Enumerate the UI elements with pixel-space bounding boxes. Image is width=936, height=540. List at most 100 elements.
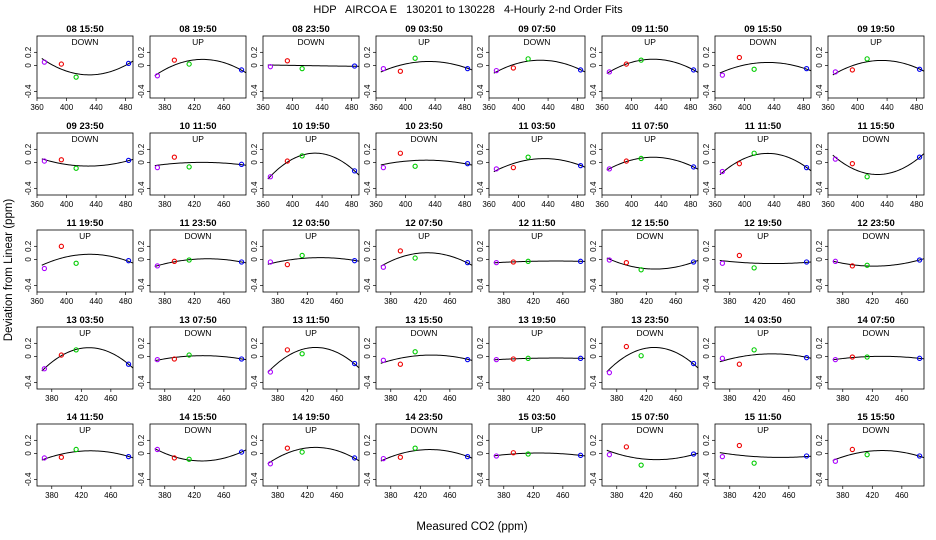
data-point bbox=[493, 166, 500, 172]
panel-direction: UP bbox=[757, 231, 769, 241]
y-tick-label: 0.2 bbox=[137, 46, 146, 58]
panel-frame bbox=[36, 35, 134, 99]
panel-frame bbox=[601, 132, 699, 196]
fit-curve bbox=[154, 58, 247, 77]
y-tick-label: -0.4 bbox=[363, 375, 372, 389]
panel-frame bbox=[827, 229, 925, 293]
x-tick-label: 360 bbox=[482, 200, 496, 209]
x-tick-label: 380 bbox=[723, 491, 737, 500]
y-tick-label: 0.2 bbox=[589, 337, 598, 349]
data-point bbox=[832, 69, 839, 75]
x-tick-label: 420 bbox=[527, 394, 541, 403]
data-point bbox=[73, 446, 79, 453]
y-tick-label: 0 bbox=[137, 63, 146, 68]
y-tick-label: -0.4 bbox=[137, 84, 146, 98]
panel-title: 12 15:50 bbox=[631, 218, 669, 229]
data-point bbox=[171, 455, 178, 461]
y-tick-label: 0 bbox=[589, 160, 598, 165]
x-tick-label: 380 bbox=[610, 297, 624, 306]
x-tick-label: 380 bbox=[158, 491, 172, 500]
data-point bbox=[525, 56, 531, 62]
panel-frame bbox=[262, 326, 360, 390]
data-point bbox=[186, 164, 192, 170]
data-point bbox=[41, 59, 48, 65]
y-tick-label: -0.4 bbox=[363, 84, 372, 98]
data-point bbox=[154, 164, 161, 171]
data-point bbox=[412, 445, 418, 451]
fit-curve bbox=[719, 152, 812, 176]
data-point bbox=[638, 353, 644, 359]
panel: 11 23:50 DOWN -0.4 0 0.2 380 420 460 bbox=[137, 218, 247, 306]
data-point bbox=[690, 360, 697, 367]
x-tick-label: 380 bbox=[384, 394, 398, 403]
fit-curve bbox=[606, 156, 699, 171]
y-tick-label: -0.4 bbox=[250, 375, 259, 389]
panel: 13 19:50 UP -0.4 0 0.2 380 420 460 bbox=[476, 315, 586, 403]
panel-title: 13 07:50 bbox=[179, 315, 217, 326]
panel-frame bbox=[262, 35, 360, 99]
data-point bbox=[412, 55, 418, 61]
x-tick-label: 440 bbox=[654, 103, 668, 112]
data-point bbox=[510, 356, 517, 362]
data-point bbox=[690, 259, 697, 265]
y-tick-label: -0.4 bbox=[250, 84, 259, 98]
y-tick-label: -0.4 bbox=[137, 472, 146, 486]
panel-title: 08 19:50 bbox=[179, 24, 217, 35]
x-tick-label: 460 bbox=[895, 491, 909, 500]
data-point bbox=[412, 349, 418, 355]
y-tick-label: -0.4 bbox=[24, 375, 33, 389]
panel: 14 07:50 DOWN -0.4 0 0.2 380 420 460 bbox=[815, 315, 925, 403]
panel-frame bbox=[714, 35, 812, 99]
x-tick-label: 440 bbox=[880, 200, 894, 209]
y-tick-label: 0 bbox=[815, 354, 824, 359]
x-tick-label: 480 bbox=[119, 103, 133, 112]
x-tick-label: 380 bbox=[497, 394, 511, 403]
data-point bbox=[577, 452, 584, 458]
data-point bbox=[525, 154, 531, 160]
panel: 09 11:50 UP -0.4 0 0.2 360 400 440 480 bbox=[589, 24, 699, 112]
y-tick-label: 0.2 bbox=[137, 240, 146, 252]
data-point bbox=[397, 361, 404, 367]
panel-frame bbox=[488, 423, 586, 487]
panel-title: 12 11:50 bbox=[519, 218, 556, 229]
data-point bbox=[464, 453, 471, 460]
fit-curve bbox=[719, 61, 812, 74]
fit-curve bbox=[719, 259, 812, 265]
data-point bbox=[58, 243, 65, 249]
data-point bbox=[577, 67, 584, 73]
x-tick-label: 440 bbox=[428, 103, 442, 112]
panel-frame bbox=[601, 35, 699, 99]
y-tick-label: 0.2 bbox=[476, 143, 485, 155]
data-point bbox=[719, 453, 726, 460]
data-point bbox=[751, 347, 757, 353]
x-tick-label: 380 bbox=[610, 394, 624, 403]
data-point bbox=[638, 57, 644, 63]
y-tick-label: 0.2 bbox=[815, 143, 824, 155]
y-tick-label: 0.2 bbox=[24, 46, 33, 58]
data-point bbox=[73, 347, 79, 353]
data-point bbox=[638, 155, 644, 162]
panel-direction: UP bbox=[305, 328, 317, 338]
panel-title: 15 11:50 bbox=[745, 412, 782, 423]
y-tick-label: -0.4 bbox=[589, 278, 598, 292]
y-tick-label: -0.4 bbox=[476, 472, 485, 486]
y-tick-label: 0.2 bbox=[702, 337, 711, 349]
x-tick-label: 460 bbox=[556, 394, 570, 403]
x-tick-label: 460 bbox=[669, 491, 683, 500]
y-tick-label: 0 bbox=[24, 451, 33, 456]
fit-curve bbox=[719, 452, 812, 458]
fit-curve bbox=[832, 258, 925, 267]
x-tick-label: 400 bbox=[60, 103, 74, 112]
data-point bbox=[719, 168, 726, 175]
panel-direction: UP bbox=[79, 425, 91, 435]
data-point bbox=[623, 259, 630, 266]
data-point bbox=[638, 462, 644, 468]
x-tick-label: 420 bbox=[414, 297, 428, 306]
panel: 12 11:50 UP -0.4 0 0.2 380 420 460 bbox=[476, 218, 586, 306]
y-tick-label: 0 bbox=[250, 63, 259, 68]
panel-frame bbox=[488, 35, 586, 99]
y-tick-label: 0 bbox=[702, 63, 711, 68]
x-tick-label: 380 bbox=[158, 200, 172, 209]
x-tick-label: 360 bbox=[30, 103, 44, 112]
fit-curve bbox=[832, 153, 925, 176]
